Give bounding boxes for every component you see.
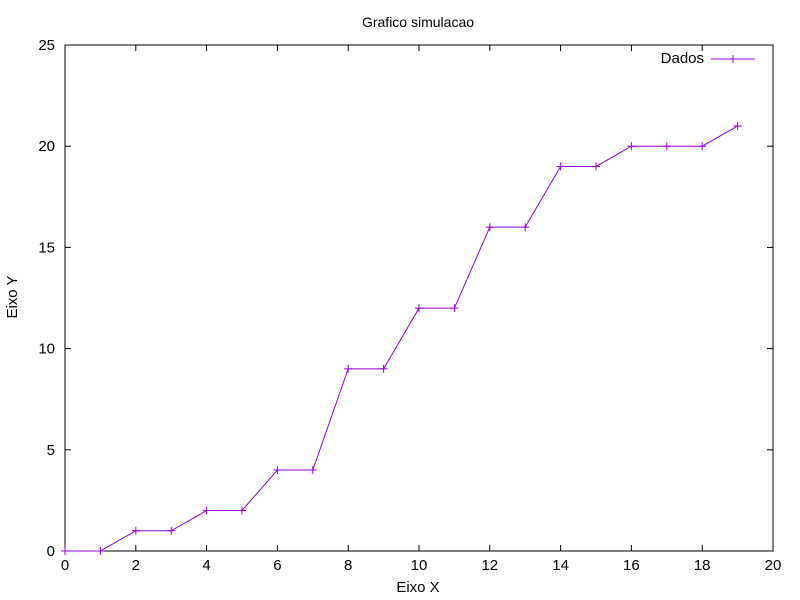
plot-border: [64, 44, 774, 552]
plot-frame: [64, 44, 774, 552]
x-tick-label: 8: [344, 557, 352, 574]
data-point: [61, 547, 69, 555]
x-tick-label: 14: [552, 557, 569, 574]
data-point: [662, 142, 671, 151]
data-point: [521, 223, 530, 232]
data-point: [273, 466, 282, 475]
y-tick-label: 5: [47, 442, 55, 459]
y-tick-label: 15: [38, 239, 55, 256]
y-axis-label: Eixo Y: [4, 275, 21, 318]
data-point: [733, 121, 742, 130]
y-axis: 0 5 10 15 20 25: [38, 37, 773, 560]
data-point: [131, 526, 140, 535]
legend: Dados: [661, 50, 755, 67]
data-point: [167, 526, 176, 535]
x-tick-label: 18: [694, 557, 711, 574]
series-line-0: [65, 125, 738, 552]
x-tick-label: 4: [202, 557, 210, 574]
x-tick-label: 0: [61, 557, 69, 574]
x-axis-label: Eixo X: [396, 579, 439, 596]
data-point: [627, 142, 636, 151]
y-tick-label: 0: [47, 543, 55, 560]
data-point: [415, 304, 423, 313]
series-layer: [61, 121, 742, 555]
x-tick-label: 10: [411, 557, 428, 574]
y-tick-label: 20: [38, 138, 55, 155]
y-tick-label: 10: [38, 341, 55, 358]
data-point: [238, 506, 246, 515]
data-point: [450, 304, 459, 313]
data-point: [698, 142, 707, 151]
data-point: [344, 364, 353, 373]
chart-title: Grafico simulacao: [362, 14, 474, 30]
x-tick-label: 20: [765, 557, 782, 574]
x-tick-label: 12: [481, 557, 498, 574]
x-axis: 0 2 4 6 8 10 12 14 16 18 20: [61, 45, 782, 574]
x-tick-label: 16: [623, 557, 640, 574]
data-point: [485, 223, 494, 232]
data-point: [592, 162, 600, 171]
legend-label-dados: Dados: [661, 50, 704, 67]
data-point: [308, 466, 317, 475]
data-point: [556, 162, 565, 171]
data-point: [379, 364, 388, 373]
data-point: [202, 506, 211, 515]
x-tick-label: 2: [132, 557, 140, 574]
data-point: [96, 547, 105, 555]
x-tick-label: 6: [273, 557, 281, 574]
y-tick-label: 25: [38, 37, 55, 54]
